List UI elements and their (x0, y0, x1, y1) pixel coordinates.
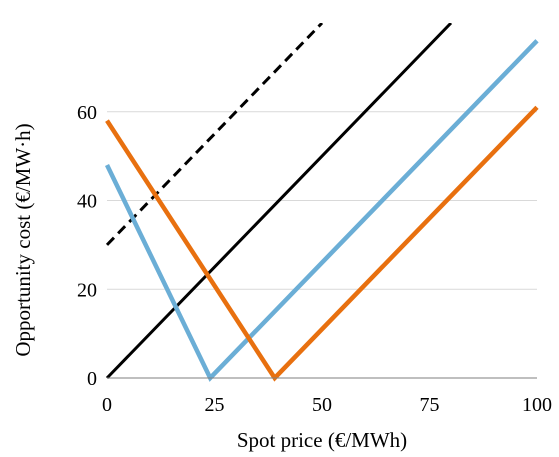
series-line-4 (105, 105, 539, 382)
y-tick-label: 0 (87, 368, 97, 390)
y-tick-label: 20 (77, 279, 97, 301)
series-line-1 (105, 23, 453, 380)
series-line-2 (105, 23, 324, 246)
x-tick-label: 50 (312, 394, 332, 416)
y-tick-label: 40 (77, 191, 97, 213)
axes: 0 20 40 60 0 25 50 75 100 (77, 102, 552, 416)
x-axis-label: Spot price (€/MWh) (237, 428, 407, 452)
x-tick-label: 25 (205, 394, 225, 416)
x-tick-label: 0 (102, 394, 112, 416)
y-tick-label: 60 (77, 102, 97, 124)
y-axis-label: Opportunity cost (€/MW·h) (11, 123, 35, 356)
x-tick-label: 100 (522, 394, 552, 416)
x-tick-label: 75 (420, 394, 440, 416)
